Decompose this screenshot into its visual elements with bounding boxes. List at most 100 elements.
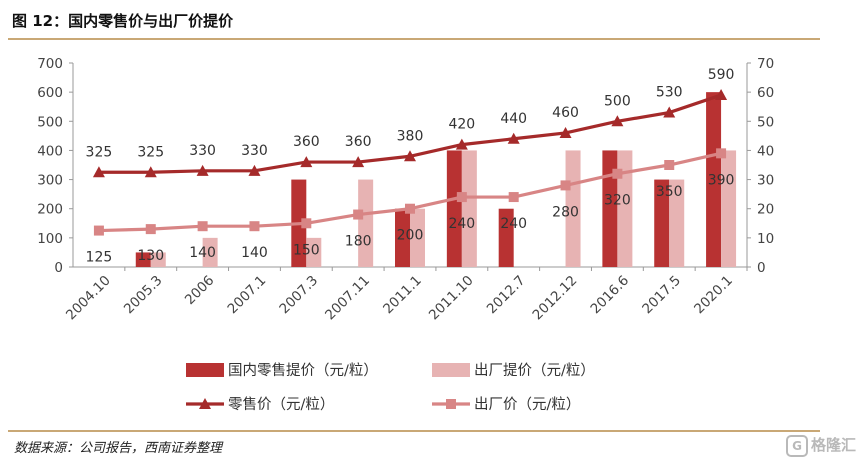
retail-price-point [663, 106, 676, 118]
retail-price-label: 500 [604, 93, 631, 109]
retail-price-point [404, 150, 416, 162]
factory-increase-bar [669, 179, 685, 267]
factory-price-point [301, 218, 312, 229]
factory-price-label: 140 [241, 245, 268, 261]
left-tick-label: 700 [37, 56, 63, 72]
retail-price-point [300, 156, 313, 168]
factory-price-point [93, 225, 104, 236]
legend-factory-increase-label: 出厂提价（元/粒） [474, 362, 595, 379]
retail-price-point [144, 166, 157, 178]
retail-increase-bar [395, 208, 410, 267]
factory-increase-bar [617, 150, 633, 267]
retail-price-label: 420 [448, 117, 475, 133]
right-tick-label: 60 [757, 85, 774, 101]
left-tick-label: 300 [37, 173, 63, 189]
legend-factory-price-marker [446, 399, 456, 409]
retail-increase-bar [706, 92, 722, 268]
left-tick-label: 500 [37, 114, 63, 130]
line-series [92, 89, 728, 236]
factory-price-point [508, 192, 519, 203]
retail-price-point [507, 132, 520, 144]
factory-price-point [456, 192, 467, 203]
retail-price-point [715, 89, 728, 101]
factory-increase-bar [358, 179, 374, 267]
data-labels: 325 325 330 330 360 360 380 420 440 460 500 530 590 1… [86, 67, 735, 266]
factory-price-label: 350 [656, 184, 683, 200]
retail-price-label: 440 [500, 111, 527, 127]
retail-price-label: 460 [552, 105, 579, 121]
left-tick-label: 400 [37, 143, 63, 159]
data-source-note: 数据来源：公司报告，西南证券整理 [14, 441, 223, 456]
legend-factory-price-label: 出厂价（元/粒） [474, 396, 580, 413]
factory-price-label: 200 [397, 228, 424, 244]
retail-price-point [559, 126, 572, 138]
retail-price-label: 380 [397, 128, 424, 144]
factory-price-point [560, 180, 571, 191]
x-tick-label: 2011.10 [426, 273, 477, 324]
left-tick-label: 600 [37, 85, 63, 101]
factory-price-label: 130 [137, 248, 164, 264]
right-tick-label: 50 [757, 114, 774, 130]
factory-increase-bar [306, 237, 322, 267]
retail-price-point [196, 164, 209, 176]
retail-price-label: 360 [345, 134, 372, 150]
left-tick-label: 0 [54, 260, 63, 276]
factory-price-point [249, 221, 260, 232]
legend-retail-price-marker [199, 398, 211, 409]
right-tick-label: 20 [757, 202, 774, 218]
factory-price-point [612, 168, 623, 179]
factory-price-label: 180 [345, 234, 372, 250]
bar-series [135, 92, 737, 268]
factory-increase-bar [721, 150, 737, 267]
factory-price-point [145, 224, 156, 235]
factory-price-label: 140 [189, 245, 216, 261]
retail-price-point [352, 156, 365, 168]
legend-factory-increase-swatch [432, 363, 470, 377]
factory-increase-bar [565, 150, 581, 267]
retail-increase-bar [446, 150, 462, 267]
retail-price-label: 330 [189, 143, 216, 159]
legend-retail-price-label: 零售价（元/粒） [228, 396, 334, 413]
figure-title: 图 12：国内零售价与出厂价提价 [12, 12, 234, 30]
watermark-g-icon: G [786, 435, 808, 457]
x-tick-label: 2006 [182, 273, 218, 309]
chart-legend: 国内零售提价（元/粒） 出厂提价（元/粒） 零售价（元/粒） 出厂价（元/粒） [186, 362, 595, 413]
retail-price-point [455, 138, 468, 150]
legend-retail-increase-label: 国内零售提价（元/粒） [228, 362, 378, 379]
factory-price-point [353, 209, 364, 220]
retail-increase-bar [498, 208, 514, 267]
factory-price-label: 125 [86, 250, 113, 266]
x-tick-label: 2007.1 [225, 273, 270, 318]
factory-price-label: 390 [708, 172, 735, 188]
x-tick-label: 2007.11 [322, 273, 373, 324]
retail-price-label: 360 [293, 134, 320, 150]
x-tick-label: 2012.7 [484, 273, 529, 318]
factory-price-label: 240 [448, 216, 475, 232]
factory-increase-bar [410, 208, 425, 267]
x-tick-label: 2012.12 [530, 273, 581, 324]
x-tick-label: 2004.10 [63, 273, 114, 324]
x-tick-label: 2007.3 [276, 273, 321, 318]
retail-price-point [248, 164, 261, 176]
right-tick-label: 10 [757, 231, 774, 247]
watermark-text: 格隆汇 [811, 436, 857, 454]
right-tick-label: 40 [757, 143, 774, 159]
retail-price-point [92, 166, 105, 178]
retail-price-label: 325 [86, 144, 113, 160]
factory-price-label: 280 [552, 204, 579, 220]
left-tick-label: 200 [37, 202, 63, 218]
factory-increase-bar [202, 237, 218, 267]
x-tick-label: 2005.3 [121, 273, 166, 318]
legend-retail-increase-swatch [186, 363, 224, 377]
factory-price-point [405, 203, 415, 214]
factory-price-point [664, 160, 675, 170]
x-tick-label: 2017.5 [639, 273, 684, 318]
factory-price-label: 240 [500, 216, 527, 232]
right-tick-label: 70 [757, 56, 774, 72]
retail-price-label: 330 [241, 143, 268, 159]
factory-price-label: 320 [604, 193, 631, 209]
x-tick-label: 2020.1 [691, 273, 736, 318]
retail-price-label: 325 [137, 144, 164, 160]
factory-increase-bar [461, 150, 477, 267]
factory-price-label: 150 [293, 242, 320, 258]
